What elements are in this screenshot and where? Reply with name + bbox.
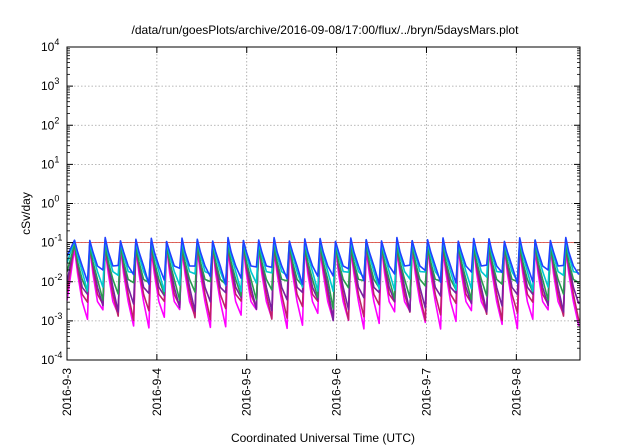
- series-line: [67, 236, 580, 286]
- series-line: [67, 245, 580, 330]
- series-line: [67, 238, 579, 293]
- y-tick-label: 104: [41, 37, 59, 54]
- y-axis-ticks: 10-4 10-3 10-2 10-1 100 101 102 103 104: [41, 37, 580, 367]
- plot-frame: [66, 46, 581, 361]
- x-tick-label: 2016-9-4: [150, 368, 164, 416]
- y-tick-label: 10-1: [41, 233, 62, 250]
- y-tick-label: 100: [41, 194, 59, 211]
- series-group: [67, 236, 580, 330]
- x-tick-label: 2016-9-3: [60, 368, 74, 416]
- y-tick-label: 10-4: [41, 350, 62, 367]
- x-tick-label: 2016-9-8: [509, 368, 523, 416]
- x-tick-label: 2016-9-6: [330, 368, 344, 416]
- series-line: [67, 243, 580, 310]
- y-tick-label: 102: [41, 115, 59, 132]
- x-tick-label: 2016-9-5: [240, 368, 254, 416]
- x-axis-ticks: 2016-9-3 2016-9-4 2016-9-5 2016-9-6 2016-9-7…: [60, 47, 523, 416]
- y-tick-label: 10-3: [41, 311, 62, 328]
- y-tick-label: 10-2: [41, 272, 62, 289]
- y-tick-label: 101: [41, 154, 59, 171]
- y-tick-label: 103: [41, 76, 59, 93]
- y-axis-label: cSv/day: [19, 192, 33, 235]
- x-axis-label: Coordinated Universal Time (UTC): [231, 431, 415, 445]
- chart-title: /data/run/goesPlots/archive/2016-09-08/1…: [132, 23, 520, 37]
- x-tick-label: 2016-9-7: [419, 368, 433, 416]
